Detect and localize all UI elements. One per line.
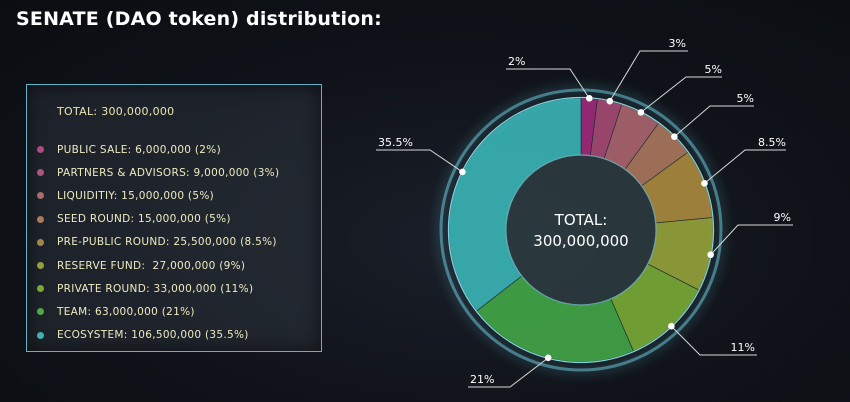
legend-item-seed-round: SEED ROUND: 15,000,000 (5%) <box>37 208 279 231</box>
leader-dot <box>701 180 708 187</box>
leader-line <box>609 50 688 102</box>
page-title: SENATE (DAO token) distribution: <box>16 8 382 30</box>
legend-item-private-round: PRIVATE ROUND: 33,000,000 (11%) <box>37 277 279 300</box>
leader-line <box>640 76 722 113</box>
leader-line <box>468 357 549 388</box>
legend-item-team: TEAM: 63,000,000 (21%) <box>37 300 279 323</box>
legend-dot <box>37 285 44 293</box>
center-total-label: TOTAL: <box>554 211 608 229</box>
leader-dot <box>606 97 614 105</box>
leader-line <box>671 325 757 356</box>
legend-label: LIQUIDITIY: 15,000,000 (5%) <box>57 189 214 202</box>
legend-total: TOTAL: 300,000,000 <box>57 105 175 118</box>
legend-label: PUBLIC SALE: 6,000,000 (2%) <box>57 143 221 156</box>
legend-label: ECOSYSTEM: 106,500,000 (35.5%) <box>57 329 249 342</box>
legend-label: PRE-PUBLIC ROUND: 25,500,000 (8.5%) <box>57 236 277 249</box>
legend-item-public-sale: PUBLIC SALE: 6,000,000 (2%) <box>37 138 279 161</box>
legend-dot <box>37 308 44 316</box>
legend-item-partners-advisors: PARTNERS & ADVISORS: 9,000,000 (3%) <box>37 161 279 184</box>
leader-line <box>704 149 786 184</box>
leader-dot <box>668 322 675 330</box>
legend-label: RESERVE FUND: 27,000,000 (9%) <box>57 259 246 272</box>
leader-line <box>376 149 463 173</box>
slice-percent-label: 9% <box>774 211 791 224</box>
leader-dot <box>459 168 466 176</box>
legend-dot <box>37 192 44 200</box>
slice-percent-label: 21% <box>470 373 494 386</box>
donut-outer-ring <box>447 96 715 364</box>
legend-item-ecosystem: ECOSYSTEM: 106,500,000 (35.5%) <box>37 324 279 347</box>
legend-label: PARTNERS & ADVISORS: 9,000,000 (3%) <box>57 166 280 179</box>
legend-item-pre-public-round: PRE-PUBLIC ROUND: 25,500,000 (8.5%) <box>37 231 279 254</box>
slice-percent-label: 2% <box>508 55 525 68</box>
legend-item-liquidity: LIQUIDITIY: 15,000,000 (5%) <box>37 184 279 207</box>
donut-glow <box>439 88 723 372</box>
donut-slices <box>448 97 714 363</box>
leader-dot <box>585 94 593 102</box>
leader-line <box>710 224 793 256</box>
legend-label: TEAM: 63,000,000 (21%) <box>57 305 195 318</box>
legend-item-reserve-fund: RESERVE FUND: 27,000,000 (9%) <box>37 254 279 277</box>
legend-dot <box>37 215 44 223</box>
leader-line <box>674 105 754 138</box>
legend-dot <box>37 262 44 270</box>
legend-dot <box>37 331 44 339</box>
slice-percent-label: 8.5% <box>758 136 786 149</box>
leader-dot <box>544 354 552 362</box>
legend-list: PUBLIC SALE: 6,000,000 (2%) PARTNERS & A… <box>37 138 279 347</box>
legend-dot <box>37 146 44 154</box>
legend-dot <box>37 169 44 177</box>
slice-percent-label: 35.5% <box>378 136 413 149</box>
leader-line <box>506 68 590 99</box>
slice-percent-label: 11% <box>731 341 755 354</box>
legend-label: SEED ROUND: 15,000,000 (5%) <box>57 213 231 226</box>
leader-dot <box>637 109 645 116</box>
leader-dot <box>707 251 714 259</box>
donut-hole <box>505 154 657 306</box>
center-total-value: 300,000,000 <box>533 232 628 250</box>
slice-percent-label: 5% <box>705 63 722 76</box>
legend-panel: TOTAL: 300,000,000 PUBLIC SALE: 6,000,00… <box>26 84 322 352</box>
legend-dot <box>37 238 44 246</box>
slice-percent-label: 5% <box>737 92 754 105</box>
label-leaders: 2% 3% 5% 5% 8.5% 9% 11% 21% 35.5% <box>376 37 793 388</box>
leader-dot <box>671 133 678 140</box>
slice-percent-label: 3% <box>669 37 686 50</box>
legend-label: PRIVATE ROUND: 33,000,000 (11%) <box>57 282 254 295</box>
